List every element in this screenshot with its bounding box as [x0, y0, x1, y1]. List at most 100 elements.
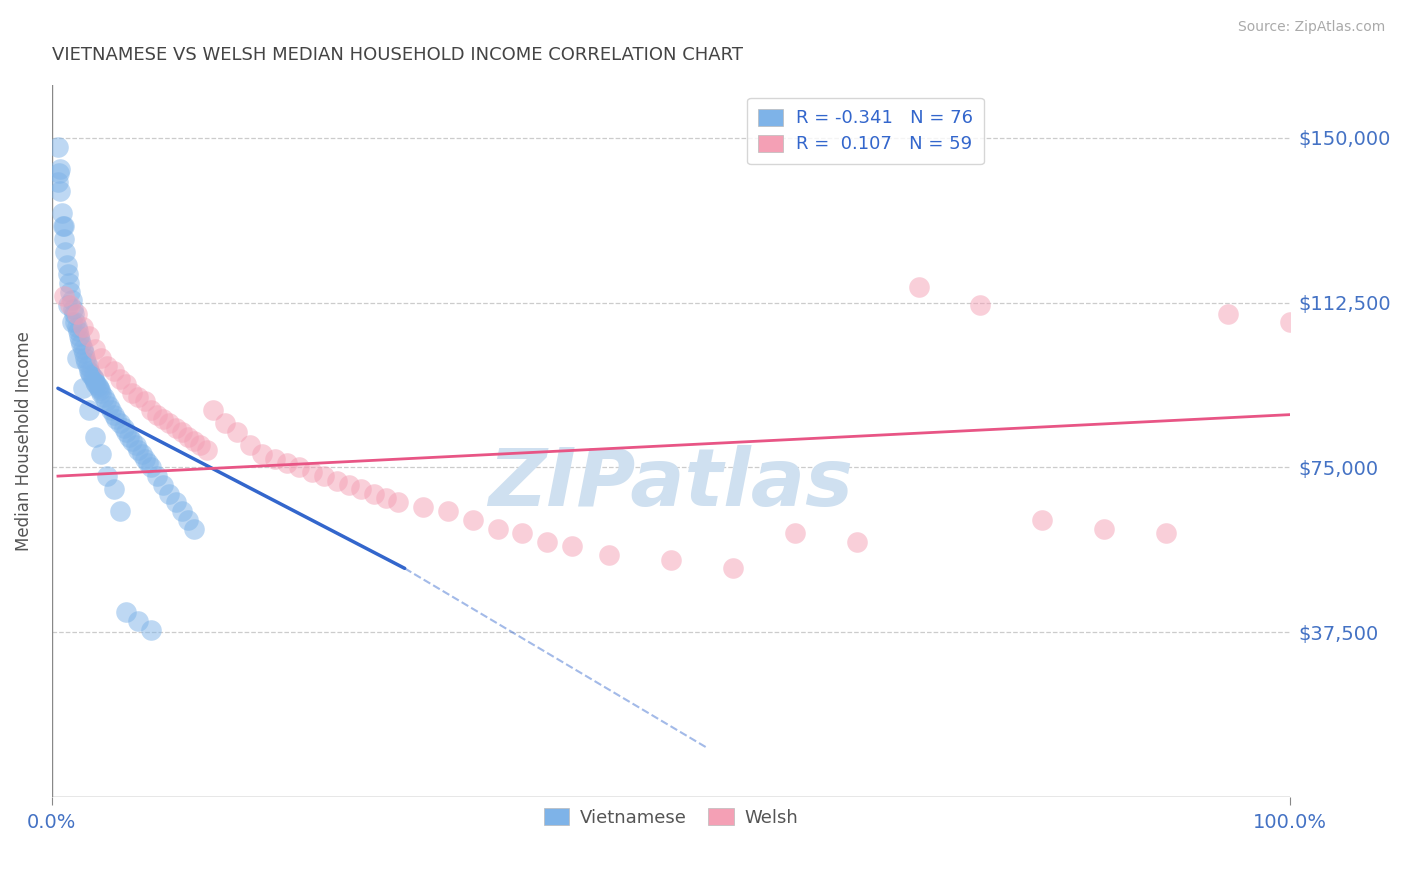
Point [48, 166, 70, 180]
Point [288, 460, 311, 475]
Point [486, 522, 509, 536]
Point [536, 535, 558, 549]
Point [62, 302, 84, 317]
Point [108, 417, 131, 431]
Point [314, 469, 336, 483]
Point [75, 351, 97, 365]
Point [76, 359, 98, 374]
Point [89, 384, 111, 398]
Point [77, 403, 100, 417]
Point [1154, 526, 1177, 541]
Point [108, 504, 131, 518]
Point [60, 293, 83, 308]
Point [226, 425, 249, 440]
Point [375, 491, 398, 505]
Point [65, 315, 87, 329]
Point [46, 175, 69, 189]
Point [93, 390, 115, 404]
Point [59, 285, 82, 299]
Point [363, 486, 385, 500]
Text: ZIPatlas: ZIPatlas [488, 445, 853, 523]
Point [1092, 522, 1115, 536]
Point [127, 390, 149, 404]
Point [60, 315, 83, 329]
Point [105, 412, 128, 426]
Point [73, 346, 96, 360]
Point [165, 421, 187, 435]
Point [72, 319, 94, 334]
Point [263, 451, 285, 466]
Point [412, 500, 434, 514]
Point [276, 456, 298, 470]
Point [125, 438, 148, 452]
Point [70, 337, 93, 351]
Point [146, 408, 169, 422]
Legend: Vietnamese, Welsh: Vietnamese, Welsh [537, 801, 806, 834]
Point [134, 394, 156, 409]
Point [97, 399, 120, 413]
Point [77, 364, 100, 378]
Point [96, 394, 118, 409]
Point [337, 478, 360, 492]
Point [139, 403, 162, 417]
Point [177, 429, 200, 443]
Point [783, 526, 806, 541]
Point [461, 513, 484, 527]
Point [325, 474, 347, 488]
Point [139, 623, 162, 637]
Point [72, 342, 94, 356]
Point [108, 372, 131, 386]
Point [721, 561, 744, 575]
Point [437, 504, 460, 518]
Point [103, 483, 125, 497]
Text: Source: ZipAtlas.com: Source: ZipAtlas.com [1237, 20, 1385, 34]
Point [112, 421, 135, 435]
Point [117, 429, 139, 443]
Point [598, 548, 620, 562]
Point [146, 469, 169, 483]
Point [87, 381, 110, 395]
Point [127, 442, 149, 457]
Point [84, 429, 107, 443]
Point [67, 328, 90, 343]
Point [969, 298, 991, 312]
Point [100, 403, 122, 417]
Point [139, 460, 162, 475]
Point [46, 139, 69, 153]
Point [350, 483, 373, 497]
Point [72, 381, 94, 395]
Point [152, 478, 174, 492]
Point [65, 351, 87, 365]
Point [58, 276, 80, 290]
Point [84, 342, 107, 356]
Point [165, 495, 187, 509]
Point [1279, 315, 1302, 329]
Point [115, 425, 138, 440]
Point [90, 351, 112, 365]
Point [51, 205, 73, 219]
Point [59, 298, 82, 312]
Point [510, 526, 533, 541]
Y-axis label: Median Household Income: Median Household Income [15, 331, 32, 551]
Point [103, 408, 125, 422]
Point [157, 417, 180, 431]
Point [157, 486, 180, 500]
Point [96, 469, 118, 483]
Point [183, 522, 205, 536]
Point [1216, 307, 1239, 321]
Point [96, 359, 118, 374]
Point [907, 280, 929, 294]
Point [239, 438, 262, 452]
Point [63, 307, 86, 321]
Point [69, 333, 91, 347]
Point [201, 403, 224, 417]
Point [66, 324, 89, 338]
Point [561, 540, 583, 554]
Point [49, 184, 72, 198]
Point [52, 219, 75, 233]
Point [845, 535, 868, 549]
Point [53, 289, 76, 303]
Point [1031, 513, 1053, 527]
Point [55, 258, 77, 272]
Point [252, 447, 274, 461]
